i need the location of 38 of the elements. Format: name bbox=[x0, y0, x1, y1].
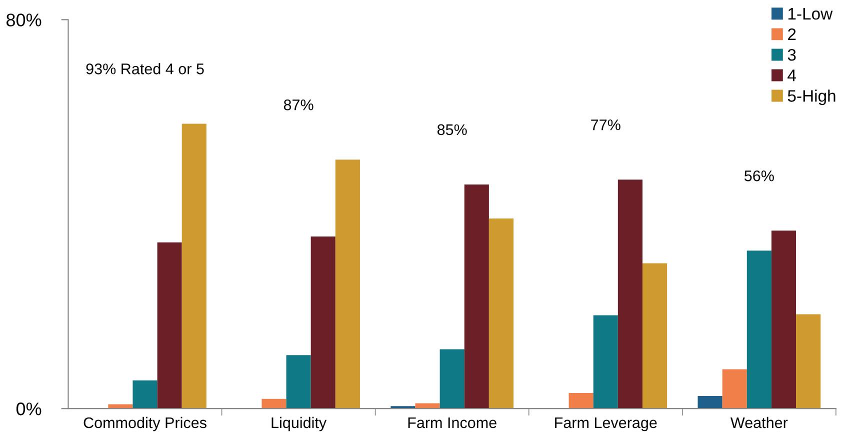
bar bbox=[796, 314, 821, 409]
x-tick-label: Commodity Prices bbox=[84, 416, 206, 432]
legend-label: 2 bbox=[788, 28, 796, 40]
legend-label: 1-Low bbox=[788, 8, 833, 20]
bar bbox=[182, 124, 206, 409]
bar bbox=[746, 250, 772, 409]
x-tick-label: Liquidity bbox=[272, 416, 327, 432]
legend-label: 3 bbox=[788, 48, 796, 61]
bar bbox=[488, 218, 514, 409]
annotation: 77% bbox=[591, 119, 620, 130]
y-tick-label: 80% bbox=[6, 14, 42, 26]
bar bbox=[157, 242, 182, 409]
annotation: 85% bbox=[437, 124, 467, 136]
bar bbox=[618, 180, 642, 409]
y-tick-label: 0% bbox=[16, 402, 42, 416]
annotation: 56% bbox=[744, 170, 774, 182]
bar bbox=[642, 263, 668, 409]
bar bbox=[335, 160, 360, 409]
bar bbox=[310, 236, 336, 409]
legend-label: 5-High bbox=[788, 90, 836, 106]
bar bbox=[464, 184, 489, 409]
annotation: 87% bbox=[284, 99, 314, 110]
bar bbox=[568, 393, 594, 409]
bar bbox=[262, 398, 286, 409]
bar bbox=[108, 404, 133, 409]
bar bbox=[415, 403, 440, 409]
bar bbox=[698, 396, 722, 409]
annotation: 93% Rated 4 or 5 bbox=[86, 63, 204, 74]
bar bbox=[286, 355, 311, 409]
legend-label: 4 bbox=[788, 70, 796, 82]
x-tick-label: Farm Leverage bbox=[555, 417, 657, 432]
x-tick-label: Farm Income bbox=[408, 417, 496, 428]
bar bbox=[132, 380, 158, 409]
bar bbox=[722, 369, 747, 409]
bar bbox=[440, 349, 464, 409]
bar bbox=[593, 315, 618, 409]
bar bbox=[771, 230, 796, 409]
x-tick-label: Weather bbox=[730, 416, 788, 428]
